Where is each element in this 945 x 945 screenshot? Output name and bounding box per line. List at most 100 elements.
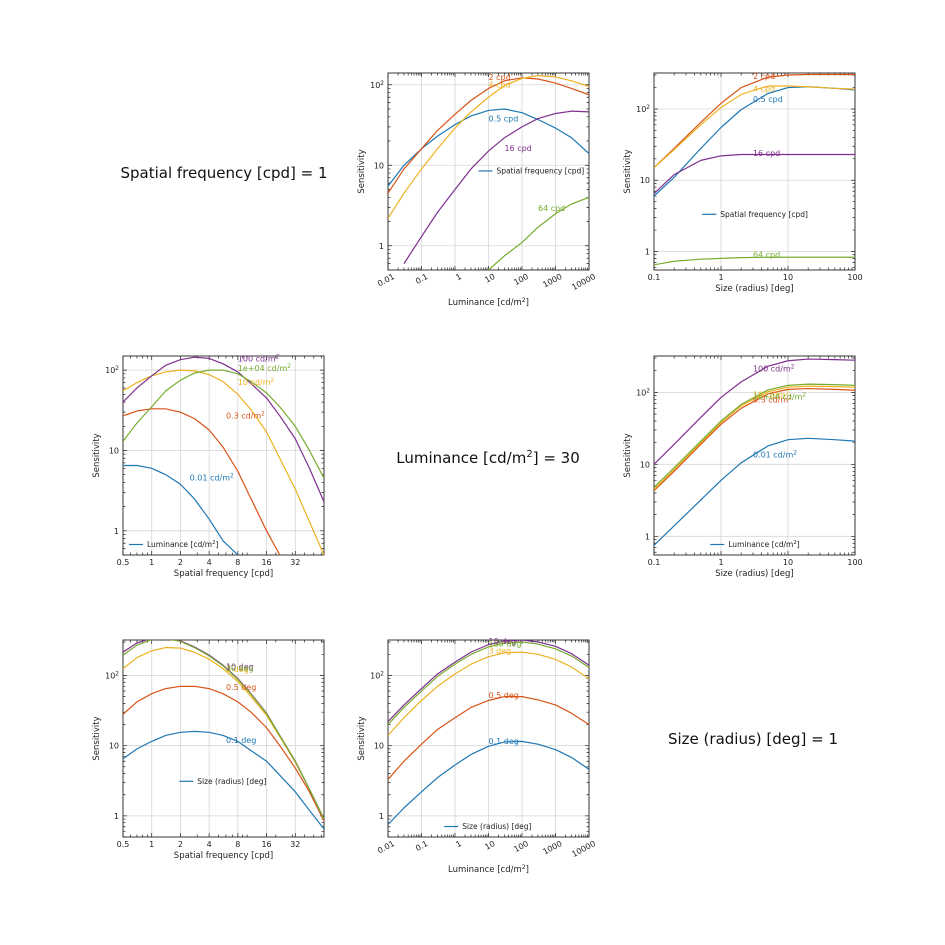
x-tick-label: 4 — [207, 558, 212, 567]
y-tick-label: 1 — [114, 812, 119, 821]
series-group — [654, 73, 855, 266]
series-label: 0.5 cpd — [489, 114, 519, 123]
series-label: 4 cpd — [753, 85, 775, 94]
x-tick-label: 1 — [718, 558, 723, 567]
axes-frame — [122, 639, 325, 838]
x-tick-label: 0.1 — [648, 558, 661, 567]
series-label: 4 cpd — [489, 81, 511, 90]
legend-label: Spatial frequency [cpd] — [720, 210, 808, 219]
y-tick-label: 102 — [370, 671, 384, 680]
legend: Spatial frequency [cpd] — [702, 210, 808, 219]
x-tick-label: 1000 — [541, 839, 563, 857]
x-tick-label: 10 — [783, 558, 793, 567]
legend-label: Luminance [cd/m2] — [147, 540, 219, 549]
y-tick-label: 10 — [640, 176, 650, 185]
x-tick-label: 0.5 — [117, 840, 130, 849]
series-label: 10 cd/m2 — [753, 390, 790, 399]
legend: Size (radius) [deg] — [444, 822, 532, 831]
series-line-100-cd-m-2 — [123, 356, 324, 502]
x-tick-label: 32 — [290, 840, 300, 849]
series-group — [123, 356, 324, 555]
series-line-0-5-deg — [388, 696, 589, 780]
x-tick-label: 10000 — [570, 839, 597, 859]
series-line-0-3-cd-m-2 — [654, 387, 855, 492]
series-line-3-deg — [388, 651, 589, 736]
y-tick-label: 10 — [374, 742, 384, 751]
series-label: 2 cpd — [753, 72, 775, 81]
series-line-100-cd-m-2 — [654, 358, 855, 465]
x-axis-label: Size (radius) [deg] — [715, 569, 793, 579]
chart-panel-3: 0.01 cd/m2 0.3 cd/m2 10 cd/m2 100 cd/m21e+0… — [92, 355, 325, 579]
x-tick-label: 10 — [483, 272, 496, 285]
y-tick-label: 102 — [636, 388, 650, 397]
legend-label: Size (radius) [deg] — [462, 822, 531, 831]
chart-panel-2: 0.5 cpd 2 cpd 4 cpd 16 cpd 64 cpd 0.1 1 10 100 1 1… — [623, 72, 863, 294]
series-label: 0.3 cd/m2 — [226, 412, 265, 421]
series-line-4-cpd — [654, 85, 855, 169]
y-axis-label: Sensitivity — [92, 716, 102, 760]
series-label: 64 cpd — [538, 204, 565, 213]
series-label: 10 deg — [226, 662, 254, 671]
axes-frame — [387, 639, 590, 838]
series-line-2-cpd — [654, 73, 855, 169]
series-group — [388, 74, 589, 270]
y-axis-label: Sensitivity — [623, 433, 633, 477]
x-tick-label: 10 — [783, 273, 793, 282]
y-tick-label: 1 — [645, 532, 650, 541]
x-tick-label: 0.1 — [414, 839, 429, 853]
x-tick-label: 16 — [261, 558, 271, 567]
series-line-1e-04-cd-m-2 — [123, 369, 324, 479]
x-tick-label: 0.1 — [648, 273, 661, 282]
text-panel-size: Size (radius) [deg] = 1 — [667, 730, 839, 748]
series-group — [388, 640, 589, 826]
x-tick-label: 10 — [483, 839, 496, 852]
x-tick-label: 0.01 — [376, 272, 396, 288]
series-label: 3 deg — [226, 665, 249, 674]
y-tick-label: 102 — [636, 105, 650, 114]
series-line-1e-04-cd-m-2 — [654, 383, 855, 488]
legend-label: Luminance [cd/m2] — [728, 540, 800, 549]
x-tick-label: 4 — [207, 840, 212, 849]
series-line-0-5-deg — [123, 685, 324, 822]
x-tick-label: 32 — [290, 558, 300, 567]
legend-label: Size (radius) [deg] — [197, 777, 266, 786]
series-group — [654, 358, 855, 546]
series-line-10-cd-m-2 — [654, 385, 855, 490]
series-line-16-cpd — [403, 110, 589, 264]
series-line-0-01-cd-m-2 — [654, 437, 855, 546]
series-line-64-cpd — [654, 256, 855, 266]
series-label: 1e+04 cd/m2 — [753, 392, 806, 401]
y-tick-label: 10 — [374, 161, 384, 170]
series-label: 100 deg — [489, 639, 522, 648]
x-tick-label: 1 — [149, 558, 154, 567]
series-line-10-deg — [123, 640, 324, 820]
x-tick-label: 10000 — [570, 272, 597, 292]
series-line-2-cpd — [388, 77, 589, 194]
series-label: 100 cd/m2 — [238, 355, 280, 364]
x-tick-label: 100 — [512, 272, 530, 287]
series-line-10-cd-m-2 — [123, 369, 324, 555]
x-axis-label: Spatial frequency [cpd] — [174, 569, 273, 579]
legend: Luminance [cd/m2] — [710, 540, 800, 549]
x-tick-label: 1 — [718, 273, 723, 282]
x-tick-label: 2 — [178, 558, 183, 567]
series-label: 30 deg — [226, 664, 254, 673]
y-axis-label: Sensitivity — [623, 149, 633, 193]
series-label: 100 cd/m2 — [753, 364, 795, 373]
text-panel-spatial-frequency: Spatial frequency [cpd] = 1 — [120, 164, 328, 182]
text-panel-luminance: Luminance [cd/m2] = 30 — [396, 449, 580, 467]
series-label: 16 cpd — [504, 144, 531, 153]
series-label: 16 cpd — [753, 149, 780, 158]
y-tick-label: 102 — [105, 671, 119, 680]
x-tick-label: 8 — [235, 558, 240, 567]
x-tick-label: 16 — [261, 840, 271, 849]
series-label: 1e+04 cd/m2 — [238, 364, 291, 373]
y-tick-label: 1 — [114, 527, 119, 536]
axis-ticks — [122, 356, 324, 556]
series-label: 0.1 deg — [489, 737, 519, 746]
y-tick-label: 1 — [379, 242, 384, 251]
x-axis-label: Luminance [cd/m2] — [448, 297, 529, 309]
series-label: 0.5 deg — [226, 683, 256, 692]
